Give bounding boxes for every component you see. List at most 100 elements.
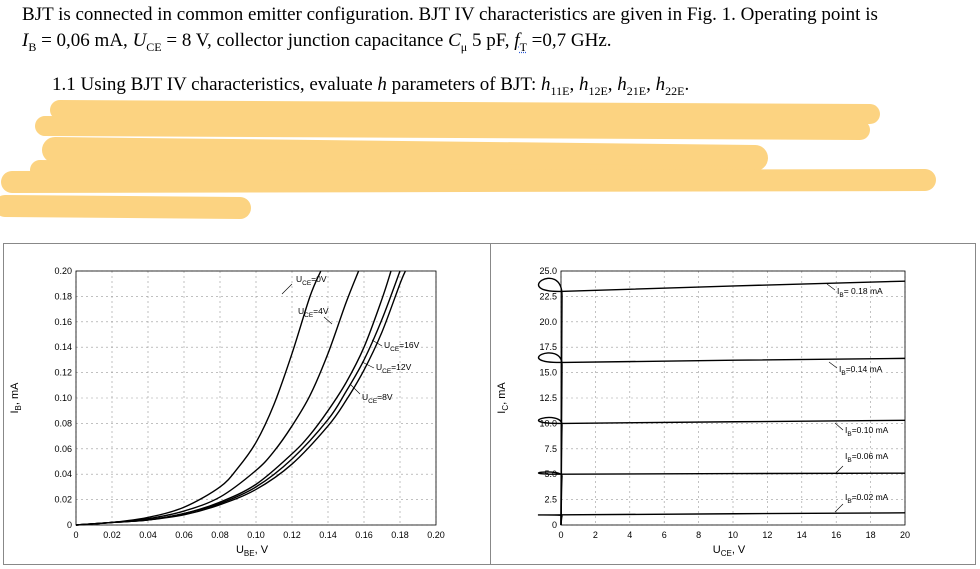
series-label-subscript: CE	[368, 398, 378, 405]
series-leader-line	[834, 422, 844, 431]
y-tick-label: 0.08	[54, 418, 72, 428]
y-axis-symbol: I	[496, 411, 508, 414]
x-tick-label: 18	[866, 530, 876, 540]
y-axis-subscript: B	[14, 405, 23, 410]
series-line-0	[75, 270, 322, 526]
series-label: IB=0.14 mA	[839, 364, 883, 377]
series-label-value: =0.02 mA	[852, 492, 889, 502]
x-tick-label: 14	[797, 530, 807, 540]
series-line-3	[537, 471, 906, 526]
y-tick-label: 0.12	[54, 368, 72, 378]
output-characteristics-panel: 0 2 4 6 8 10 12 14 16 18 20 0 2.5 5.0 7.5 10.0 12.5 15.0 1…	[490, 243, 976, 565]
series-label-subscript: CE	[390, 346, 400, 353]
h12-symbol: h	[578, 74, 589, 95]
series-label-value: =12V	[391, 362, 411, 372]
x-axis-subscript: BE	[244, 549, 255, 558]
y-tick-label: 12.5	[539, 393, 557, 403]
y-axis-subscript: C	[501, 405, 510, 411]
series-label: IB= 0.18 mA	[837, 286, 883, 299]
series-label: IB=0.02 mA	[845, 492, 889, 505]
x-axis-symbol: U	[236, 544, 244, 556]
x-tick-label: 0.06	[175, 530, 193, 540]
series-label: UCE=8V	[362, 392, 393, 405]
y-tick-label: 0.18	[54, 291, 72, 301]
y-tick-label: 25.0	[539, 266, 557, 276]
uce-symbol: U	[132, 30, 147, 51]
task-text-a: 1.1 Using BJT IV characteristics, evalua…	[52, 74, 378, 95]
series-leader-line	[323, 316, 333, 325]
series-label: IB=0.06 mA	[845, 451, 889, 464]
series-label: UCE=12V	[376, 362, 412, 375]
x-tick-label: 16	[831, 530, 841, 540]
plot-frame	[75, 270, 437, 526]
series-label-symbol: U	[362, 392, 368, 402]
uce-subscript: CE	[146, 39, 162, 54]
y-axis-symbol: I	[9, 410, 21, 413]
series-label-value: =4V	[313, 306, 329, 316]
ft-value: =0,7 GHz.	[526, 30, 612, 51]
ft-symbol: f	[514, 30, 520, 51]
y-tick-label: 2.5	[544, 495, 557, 505]
series-label-subscript: CE	[382, 368, 392, 375]
series-line-0	[538, 277, 906, 526]
y-tick-label: 0.16	[54, 317, 72, 327]
series-leader-line	[349, 383, 361, 395]
series-leader-line	[826, 283, 836, 291]
y-tick-label: 0.20	[54, 266, 72, 276]
y-tick-label: 15.0	[539, 368, 557, 378]
series-label-subscript: CE	[304, 312, 314, 319]
redaction-stroke	[35, 116, 870, 140]
series-label-value: =0.10 mA	[852, 425, 889, 435]
series-label-value: = 0.18 mA	[844, 286, 883, 296]
x-tick-label: 12	[762, 530, 772, 540]
x-axis-unit: , V	[732, 544, 746, 556]
series-label-symbol: I	[845, 425, 847, 435]
series-label-symbol: U	[376, 362, 382, 372]
task-text-b: parameters of BJT:	[386, 74, 542, 95]
statement-text: BJT is connected in common emitter confi…	[22, 4, 878, 25]
series-label: UCE=4V	[298, 306, 329, 319]
y-tick-label: 20.0	[539, 317, 557, 327]
series-label-symbol: U	[384, 340, 390, 350]
redaction-stroke	[42, 137, 768, 171]
x-tick-label: 0.18	[391, 530, 409, 540]
task-1-1: 1.1 Using BJT IV characteristics, evalua…	[52, 74, 689, 99]
series-label-value: =8V	[377, 392, 393, 402]
x-axis-label: UCE, V	[713, 544, 746, 558]
series-label-symbol: I	[837, 286, 839, 296]
end-period: .	[684, 74, 690, 95]
h11-subscript: 11E	[550, 83, 570, 98]
problem-statement-line-1: BJT is connected in common emitter confi…	[22, 4, 878, 26]
x-axis-unit: , V	[255, 544, 269, 556]
ft-subscript: T	[519, 39, 527, 54]
x-tick-label: 0	[73, 530, 78, 540]
series-leader-line	[361, 361, 375, 369]
series-line-4	[537, 512, 906, 526]
x-tick-label: 10	[728, 530, 738, 540]
series-leader-line	[281, 283, 293, 295]
series-label: UCE=0V	[296, 274, 327, 287]
y-tick-label: 0.02	[54, 495, 72, 505]
redaction-stroke	[50, 100, 880, 124]
y-tick-label: 0.10	[54, 393, 72, 403]
series-label-subscript: B	[841, 370, 845, 377]
series-line-2	[537, 416, 906, 526]
x-tick-label: 8	[696, 530, 701, 540]
h21-subscript: 21E	[626, 83, 647, 98]
x-tick-label: 0.10	[247, 530, 265, 540]
h22-symbol: h	[655, 74, 666, 95]
y-tick-label: 0.06	[54, 444, 72, 454]
input-characteristics-panel: 0 0.02 0.04 0.06 0.08 0.10 0.12 0.14 0.16 0.18 0.2…	[3, 243, 492, 565]
series-label-value: =0.14 mA	[846, 364, 883, 374]
ib-subscript: B	[28, 39, 37, 54]
x-tick-label: 0.16	[355, 530, 373, 540]
x-tick-label: 0.20	[427, 530, 445, 540]
series-label-subscript: B	[839, 292, 843, 299]
y-axis-label: IC, mA	[496, 382, 510, 414]
sep-2: ,	[607, 74, 618, 95]
x-tick-label: 0.14	[319, 530, 337, 540]
x-tick-label: 2	[593, 530, 598, 540]
series-label: UCE=16V	[384, 340, 420, 353]
problem-statement-line-2: IB = 0,06 mA, UCE = 8 V, collector junct…	[22, 30, 612, 55]
y-tick-label: 0	[552, 520, 557, 530]
